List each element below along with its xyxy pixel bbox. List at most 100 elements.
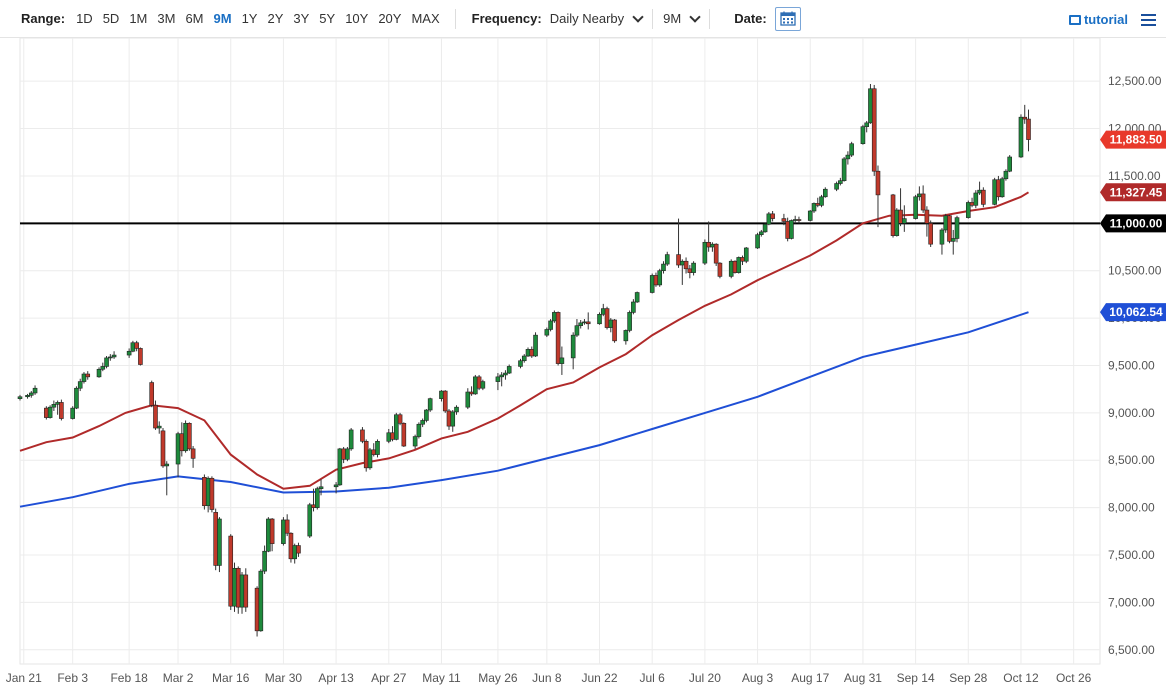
candle-body	[928, 223, 933, 245]
toolbar: Range: 1D 5D 1M 3M 6M 9M 1Y 2Y 3Y 5Y 10Y 20Y MAX Fre…	[0, 0, 1166, 38]
candle-body	[311, 504, 316, 508]
candle-body	[608, 319, 614, 328]
candle-body	[126, 350, 132, 356]
candle-body	[476, 376, 482, 389]
ma-short-badge-label: 11,327.45	[1110, 185, 1163, 199]
candle-body	[743, 247, 749, 262]
x-tick-label: Sep 14	[897, 671, 935, 685]
calendar-button[interactable]	[774, 6, 801, 31]
range-button-1m[interactable]: 1M	[129, 11, 148, 26]
candle-body	[465, 391, 471, 408]
range-button-3m[interactable]: 3M	[157, 11, 176, 26]
candle-body	[864, 122, 869, 127]
candle-body	[281, 519, 286, 544]
x-tick-label: Mar 2	[163, 671, 194, 685]
candle-body	[292, 545, 298, 560]
candle-body	[582, 321, 587, 324]
range-button-10y[interactable]: 10Y	[345, 11, 369, 26]
y-tick-label: 9,500.00	[1108, 358, 1155, 372]
candle-body	[367, 449, 373, 469]
candle-body	[894, 209, 900, 236]
candle-body	[156, 425, 162, 429]
range-button-6m[interactable]: 6M	[185, 11, 204, 26]
range-button-1y[interactable]: 1Y	[241, 11, 258, 26]
candle-body	[232, 567, 237, 607]
candle-body	[871, 88, 877, 172]
x-tick-label: Apr 13	[318, 671, 354, 685]
candle-body	[333, 484, 339, 488]
range-label: Range:	[21, 11, 66, 26]
candle-body	[845, 154, 851, 160]
candle-body	[262, 550, 267, 572]
range-button-max[interactable]: MAX	[411, 11, 440, 26]
period-dropdown[interactable]: 9M	[663, 10, 701, 26]
frequency-label: Frequency:	[471, 11, 542, 26]
candle-body	[480, 381, 486, 389]
candle-body	[59, 402, 64, 419]
candle-body	[100, 366, 106, 370]
range-button-5d[interactable]: 5D	[102, 11, 120, 26]
y-tick-label: 11,500.00	[1108, 169, 1161, 183]
candle-body	[634, 292, 640, 303]
candle-body	[585, 321, 591, 325]
calendar-icon	[780, 11, 796, 26]
frequency-dropdown[interactable]: Daily Nearby	[550, 10, 644, 26]
range-button-1d[interactable]: 1D	[76, 11, 93, 26]
x-tick-label: Aug 17	[791, 671, 829, 685]
y-tick-label: 9,000.00	[1108, 406, 1155, 420]
candle-body	[838, 180, 843, 184]
x-tick-label: Mar 16	[212, 671, 250, 685]
candle-body	[424, 409, 429, 421]
candle-body	[348, 429, 354, 450]
candle-body	[183, 422, 188, 452]
range-button-2y[interactable]: 2Y	[267, 11, 284, 26]
last-price-badge	[1100, 130, 1166, 149]
period-value: 9M	[663, 11, 682, 26]
candle-body	[130, 342, 136, 352]
candle-body	[228, 535, 234, 607]
candle-body	[947, 215, 952, 242]
candle-body	[664, 254, 670, 265]
candle-body	[473, 376, 478, 395]
candle-body	[314, 488, 320, 508]
x-tick-label: Feb 18	[110, 671, 148, 685]
candle-body	[913, 196, 918, 219]
candle-body	[318, 486, 324, 489]
candle-body	[789, 220, 794, 239]
candle-body	[612, 319, 617, 342]
candle-body	[623, 330, 629, 342]
menu-icon[interactable]	[1141, 14, 1156, 29]
candle-body	[495, 376, 501, 382]
candle-body	[454, 406, 459, 413]
candle-body	[939, 229, 945, 245]
tutorial-label: tutorial	[1083, 12, 1128, 27]
candle-body	[653, 275, 659, 286]
candle-body	[969, 202, 975, 206]
candle-body	[977, 189, 982, 194]
y-tick-label: 12,500.00	[1108, 74, 1162, 88]
x-tick-label: Apr 27	[371, 671, 407, 685]
candle-body	[28, 392, 34, 396]
range-button-20y[interactable]: 20Y	[378, 11, 402, 26]
x-tick-label: Jan 21	[6, 671, 42, 685]
range-button-5y[interactable]: 5Y	[319, 11, 336, 26]
range-button-9m[interactable]: 9M	[213, 11, 232, 26]
candle-body	[981, 189, 986, 205]
range-button-3y[interactable]: 3Y	[293, 11, 310, 26]
x-tick-label: Feb 3	[57, 671, 88, 685]
candle-body	[17, 396, 23, 399]
candle-body	[345, 448, 350, 460]
candle-body	[74, 387, 79, 409]
x-tick-label: Aug 3	[742, 671, 774, 685]
tutorial-link[interactable]: tutorial	[1068, 12, 1128, 27]
candle-body	[439, 390, 444, 399]
candle-body	[965, 202, 971, 218]
y-tick-label: 7,000.00	[1108, 595, 1155, 609]
candle-body	[258, 570, 264, 632]
candle-body	[108, 356, 113, 359]
candle-body	[755, 234, 760, 249]
candle-body	[469, 391, 474, 395]
candle-body	[371, 449, 377, 455]
candle-body	[235, 567, 241, 608]
candle-body	[544, 329, 550, 336]
